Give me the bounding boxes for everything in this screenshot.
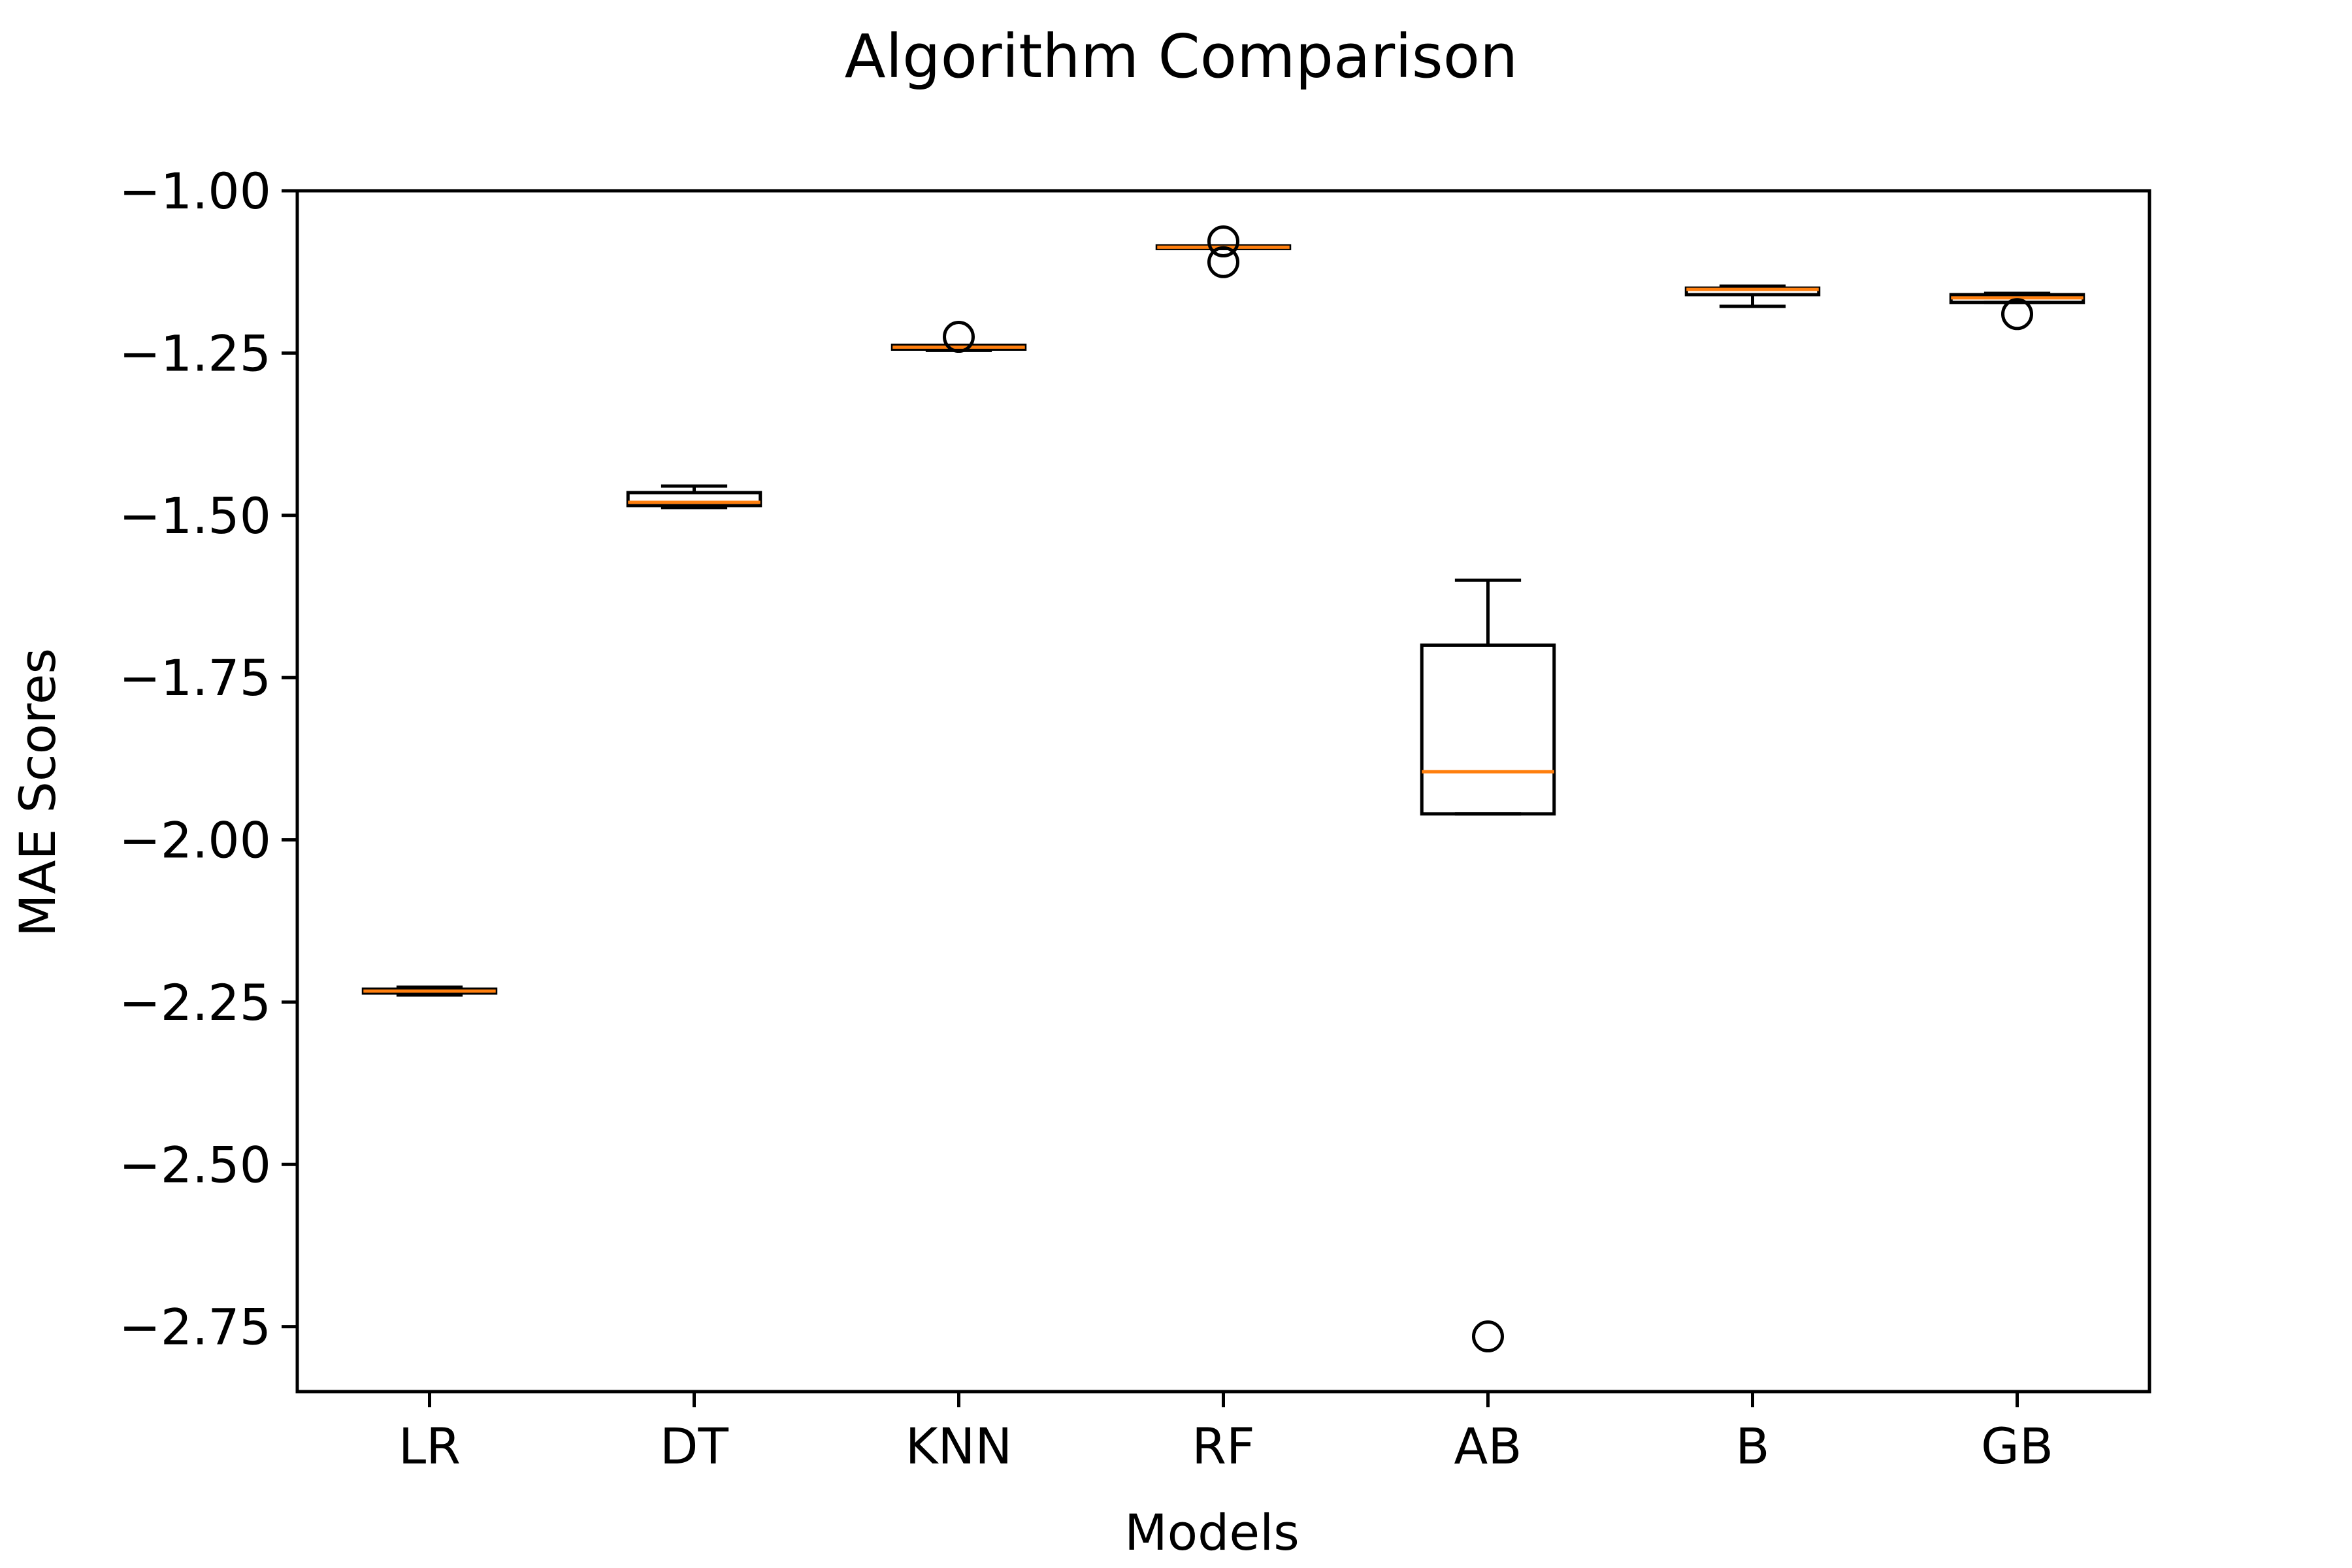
x-tick-label: GB: [1981, 1417, 2053, 1475]
y-tick-label: −2.25: [119, 973, 271, 1032]
x-tick-label: AB: [1454, 1417, 1522, 1475]
y-axis-label: MAE Scores: [8, 648, 67, 937]
y-tick-label: −2.50: [119, 1135, 271, 1194]
y-tick-label: −1.50: [119, 487, 271, 545]
chart-title: Algorithm Comparison: [845, 22, 1518, 91]
outlier-point: [2001, 298, 2033, 331]
y-tick-label: −1.00: [119, 162, 271, 220]
box-dt: [626, 491, 762, 508]
y-tick-label: −1.25: [119, 324, 271, 382]
outlier-point: [943, 321, 975, 353]
y-tick-label: −2.75: [119, 1298, 271, 1356]
outlier-point: [1472, 1320, 1504, 1353]
x-tick-label: DT: [660, 1417, 729, 1475]
x-tick-label: B: [1735, 1417, 1769, 1475]
y-tick-label: −2.00: [119, 811, 271, 870]
y-tick-label: −1.75: [119, 649, 271, 707]
x-tick-label: RF: [1192, 1417, 1255, 1475]
x-tick-label: KNN: [906, 1417, 1013, 1475]
outlier-point: [1207, 225, 1239, 257]
plot-area-frame: [295, 189, 2151, 1394]
box-ab: [1420, 643, 1556, 816]
x-tick-label: LR: [399, 1417, 461, 1475]
outlier-point: [1207, 246, 1239, 278]
x-axis-label: Models: [1124, 1503, 1299, 1561]
